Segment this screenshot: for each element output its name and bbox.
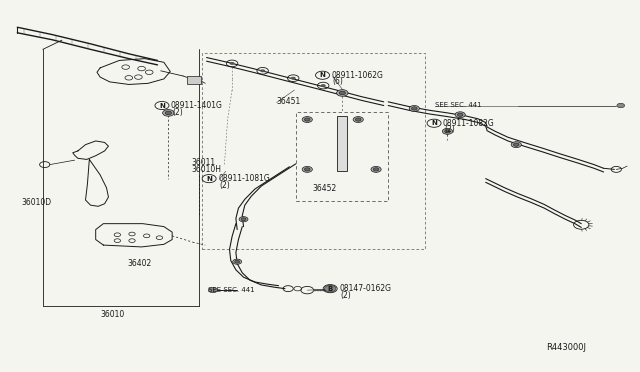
Text: 36010: 36010 xyxy=(100,310,124,319)
Circle shape xyxy=(324,289,328,291)
Circle shape xyxy=(412,107,417,110)
Text: 08911-1082G: 08911-1082G xyxy=(443,119,495,128)
Bar xyxy=(296,112,388,201)
Text: (2): (2) xyxy=(340,291,351,300)
Text: B: B xyxy=(328,286,333,292)
Text: 36452: 36452 xyxy=(312,185,337,193)
Circle shape xyxy=(442,128,452,134)
Text: 08911-1081G: 08911-1081G xyxy=(218,174,270,183)
Circle shape xyxy=(445,130,451,133)
Circle shape xyxy=(321,289,325,291)
Circle shape xyxy=(455,112,465,118)
Text: 36402: 36402 xyxy=(127,259,152,268)
Circle shape xyxy=(355,118,361,121)
Text: 36010H: 36010H xyxy=(191,165,221,174)
Text: SEE SEC. 441: SEE SEC. 441 xyxy=(435,102,481,108)
Circle shape xyxy=(353,116,364,122)
Text: 36011: 36011 xyxy=(191,157,216,167)
Circle shape xyxy=(241,218,246,221)
Text: N: N xyxy=(431,120,437,126)
Circle shape xyxy=(165,111,172,115)
Text: 36451: 36451 xyxy=(276,97,301,106)
Circle shape xyxy=(305,168,310,171)
Circle shape xyxy=(373,168,379,171)
Bar xyxy=(337,116,347,171)
Text: R443000J: R443000J xyxy=(546,343,586,352)
Circle shape xyxy=(209,288,218,293)
Circle shape xyxy=(458,113,463,116)
Text: N: N xyxy=(319,72,326,78)
Text: SEE SEC. 441: SEE SEC. 441 xyxy=(209,287,255,293)
Text: N: N xyxy=(159,103,165,109)
Bar xyxy=(202,53,425,249)
Circle shape xyxy=(163,110,174,116)
Circle shape xyxy=(513,143,519,146)
Bar xyxy=(187,76,201,84)
Circle shape xyxy=(305,118,310,121)
Text: 08911-1062G: 08911-1062G xyxy=(332,71,383,80)
Circle shape xyxy=(260,69,265,72)
Circle shape xyxy=(235,260,239,263)
Circle shape xyxy=(319,289,323,291)
Text: (2): (2) xyxy=(220,181,230,190)
Circle shape xyxy=(233,259,242,264)
Text: N: N xyxy=(206,176,212,182)
Circle shape xyxy=(324,285,336,292)
Text: (2): (2) xyxy=(172,108,183,117)
Circle shape xyxy=(239,217,248,222)
Circle shape xyxy=(302,166,312,172)
Circle shape xyxy=(313,289,317,291)
Circle shape xyxy=(617,103,625,108)
Circle shape xyxy=(316,289,320,291)
Text: 36010D: 36010D xyxy=(22,198,52,207)
Circle shape xyxy=(337,90,348,96)
Circle shape xyxy=(302,116,312,122)
Circle shape xyxy=(511,142,522,148)
Text: 08911-1401G: 08911-1401G xyxy=(171,101,223,110)
Circle shape xyxy=(371,166,381,172)
Circle shape xyxy=(339,91,346,95)
Text: (6): (6) xyxy=(333,77,344,86)
Circle shape xyxy=(321,84,326,87)
Circle shape xyxy=(409,106,419,112)
Circle shape xyxy=(291,77,296,80)
Circle shape xyxy=(230,62,235,65)
Text: 08147-0162G: 08147-0162G xyxy=(339,284,391,293)
Text: (2): (2) xyxy=(444,125,455,134)
